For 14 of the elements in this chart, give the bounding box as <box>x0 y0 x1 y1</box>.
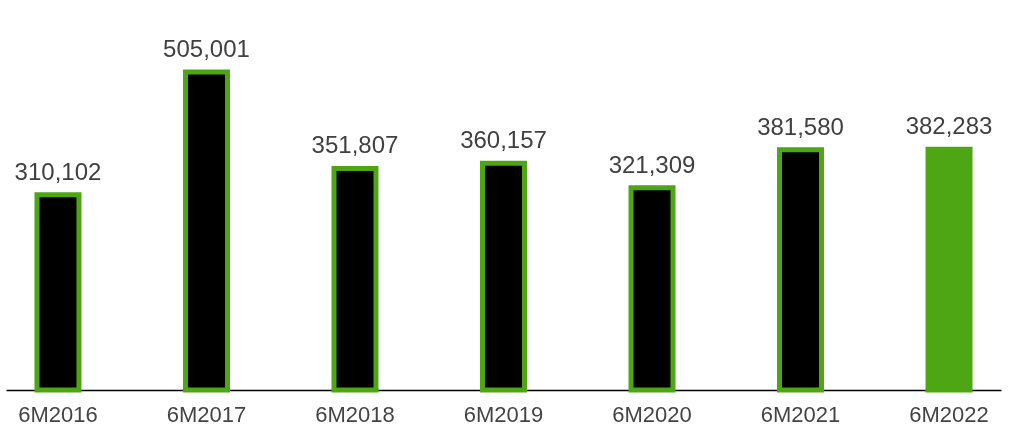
x-tick-label: 6M2021 <box>760 401 841 427</box>
data-label: 382,283 <box>905 112 993 140</box>
data-label: 505,001 <box>163 35 250 62</box>
x-tick-label: 6M2018 <box>315 401 395 427</box>
x-tick-label: 6M2016 <box>18 401 98 427</box>
x-tick-label: 6M2022 <box>909 401 989 427</box>
data-label: 321,309 <box>608 150 696 178</box>
data-label: 310,102 <box>14 157 102 185</box>
x-tick-label: 6M2017 <box>166 401 247 427</box>
data-label: 351,807 <box>311 131 399 159</box>
x-tick-label: 6M2019 <box>463 401 544 427</box>
data-label: 360,157 <box>460 126 547 154</box>
data-label: 381,580 <box>757 112 844 140</box>
x-tick-label: 6M2020 <box>612 401 692 427</box>
